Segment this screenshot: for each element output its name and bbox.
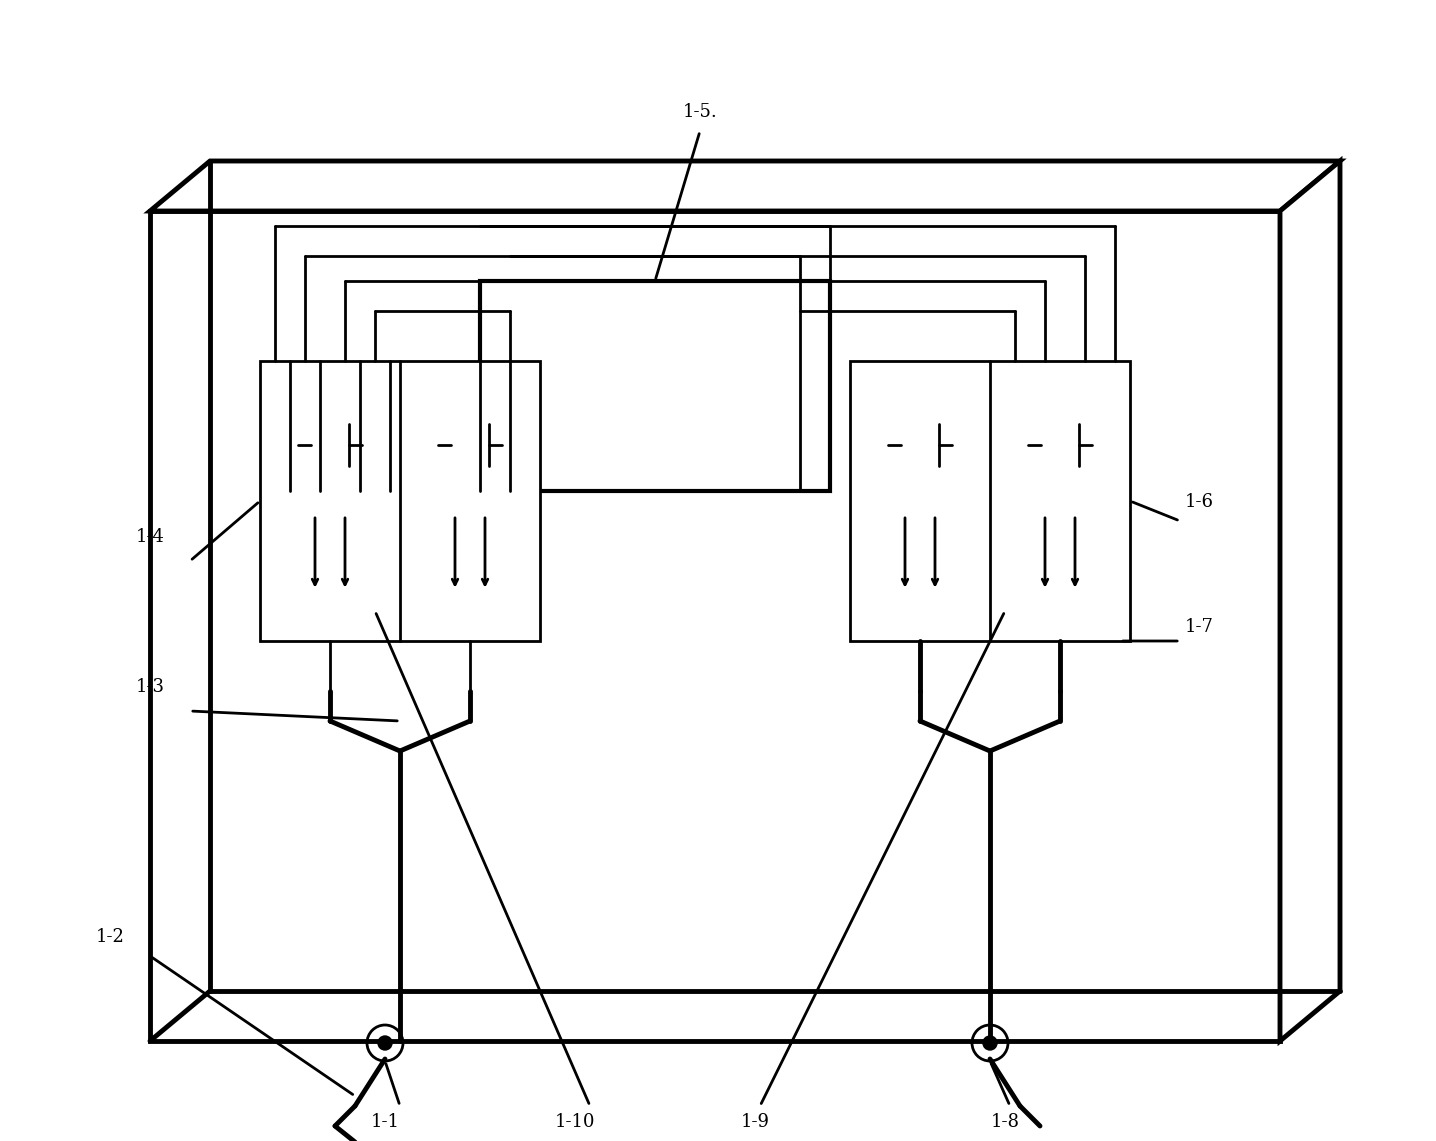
Text: 1-8: 1-8 (991, 1112, 1020, 1131)
Polygon shape (1279, 161, 1340, 1041)
Circle shape (378, 1036, 392, 1050)
Text: 1-10: 1-10 (554, 1112, 596, 1131)
Polygon shape (900, 424, 939, 466)
Text: 1-7: 1-7 (1185, 618, 1213, 636)
Text: 1-5.: 1-5. (682, 103, 718, 121)
Circle shape (984, 1036, 997, 1050)
Polygon shape (1041, 424, 1078, 466)
Text: 1-9: 1-9 (741, 1112, 770, 1131)
Polygon shape (312, 424, 349, 466)
Text: 1-3: 1-3 (135, 678, 165, 696)
Polygon shape (451, 424, 490, 466)
Text: 1-4: 1-4 (135, 528, 165, 547)
Bar (260, 361, 540, 641)
Text: 1-2: 1-2 (96, 928, 125, 946)
Polygon shape (149, 161, 1340, 211)
Bar (480, 281, 830, 491)
Text: 1-1: 1-1 (370, 1112, 399, 1131)
Bar (149, 211, 1279, 1041)
Text: 1-6: 1-6 (1185, 493, 1213, 511)
Bar (850, 361, 1130, 641)
